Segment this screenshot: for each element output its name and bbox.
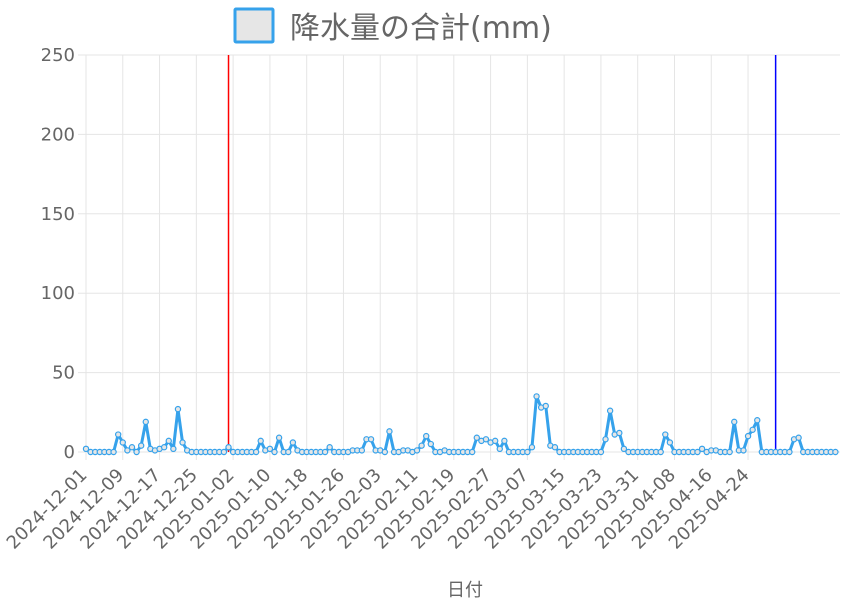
data-point[interactable] xyxy=(321,448,329,456)
data-point[interactable] xyxy=(754,417,761,424)
data-point[interactable] xyxy=(726,448,733,456)
data-point[interactable] xyxy=(657,448,664,456)
data-point[interactable] xyxy=(82,445,90,453)
data-point[interactable] xyxy=(496,445,503,453)
data-point[interactable] xyxy=(275,434,283,441)
reference-lines xyxy=(227,55,777,452)
data-point[interactable] xyxy=(423,432,430,440)
data-point[interactable] xyxy=(542,402,549,410)
data-point[interactable] xyxy=(616,429,623,437)
y-tick-label: 0 xyxy=(64,442,75,463)
data-point[interactable] xyxy=(602,436,609,443)
data-point[interactable] xyxy=(289,439,297,446)
grid-lines xyxy=(78,54,840,460)
legend-label[interactable]: 降水量の合計(mm) xyxy=(290,11,552,46)
data-point[interactable] xyxy=(367,436,375,443)
y-tick-label: 150 xyxy=(41,204,75,225)
data-point[interactable] xyxy=(473,434,480,441)
data-point[interactable] xyxy=(468,448,476,456)
data-point[interactable] xyxy=(744,432,752,440)
legend[interactable]: 降水量の合計(mm) xyxy=(233,7,552,46)
data-point[interactable] xyxy=(533,393,540,400)
y-tick-label: 100 xyxy=(41,283,75,304)
legend-swatch[interactable] xyxy=(233,7,275,44)
data-point[interactable] xyxy=(114,431,122,438)
data-point[interactable] xyxy=(418,442,425,449)
data-point[interactable] xyxy=(731,418,738,426)
data-point[interactable] xyxy=(381,448,389,456)
data-point[interactable] xyxy=(174,405,182,413)
data-point[interactable] xyxy=(528,444,536,451)
data-point[interactable] xyxy=(413,447,421,454)
series-line xyxy=(85,394,836,454)
data-point[interactable] xyxy=(119,439,126,446)
data-point[interactable] xyxy=(597,448,605,456)
y-tick-label: 200 xyxy=(41,124,75,145)
data-point[interactable] xyxy=(386,428,393,435)
y-tick-label: 250 xyxy=(41,45,75,66)
y-axis: 0 50 100 150 200 250 xyxy=(41,45,75,463)
y-tick-label: 50 xyxy=(52,363,75,384)
data-point[interactable] xyxy=(326,444,333,451)
data-point[interactable] xyxy=(358,447,366,454)
data-point[interactable] xyxy=(491,437,499,445)
data-point[interactable] xyxy=(225,444,232,451)
data-point[interactable] xyxy=(606,407,614,414)
x-axis-title: 日付 xyxy=(447,580,483,601)
data-point[interactable] xyxy=(124,447,131,454)
data-point[interactable] xyxy=(551,444,559,451)
data-point[interactable] xyxy=(110,448,117,456)
data-point[interactable] xyxy=(266,445,274,453)
data-point[interactable] xyxy=(160,444,168,451)
data-point[interactable] xyxy=(662,431,669,438)
data-point[interactable] xyxy=(666,439,674,446)
data-point[interactable] xyxy=(786,448,793,456)
data-point[interactable] xyxy=(740,447,747,454)
data-point[interactable] xyxy=(698,445,706,453)
data-point[interactable] xyxy=(142,418,149,426)
data-point[interactable] xyxy=(257,437,264,445)
series-layer xyxy=(82,393,839,456)
data-point[interactable] xyxy=(749,426,756,433)
data-point[interactable] xyxy=(427,440,435,448)
x-axis: 2024-12-012024-12-092024-12-172024-12-25… xyxy=(3,465,754,554)
data-point[interactable] xyxy=(128,444,136,451)
data-point[interactable] xyxy=(271,448,278,456)
data-point[interactable] xyxy=(179,439,186,446)
data-point[interactable] xyxy=(524,448,531,456)
data-point[interactable] xyxy=(220,448,228,456)
data-point[interactable] xyxy=(285,448,292,456)
data-point[interactable] xyxy=(165,437,172,445)
data-point[interactable] xyxy=(795,434,802,441)
data-point[interactable] xyxy=(501,437,508,445)
data-point[interactable] xyxy=(694,448,701,456)
data-point[interactable] xyxy=(137,442,145,449)
data-point[interactable] xyxy=(252,448,260,456)
data-point[interactable] xyxy=(170,445,177,453)
data-point[interactable] xyxy=(620,445,628,453)
data-point[interactable] xyxy=(832,448,839,456)
data-point[interactable] xyxy=(133,448,140,456)
data-point[interactable] xyxy=(482,436,490,443)
